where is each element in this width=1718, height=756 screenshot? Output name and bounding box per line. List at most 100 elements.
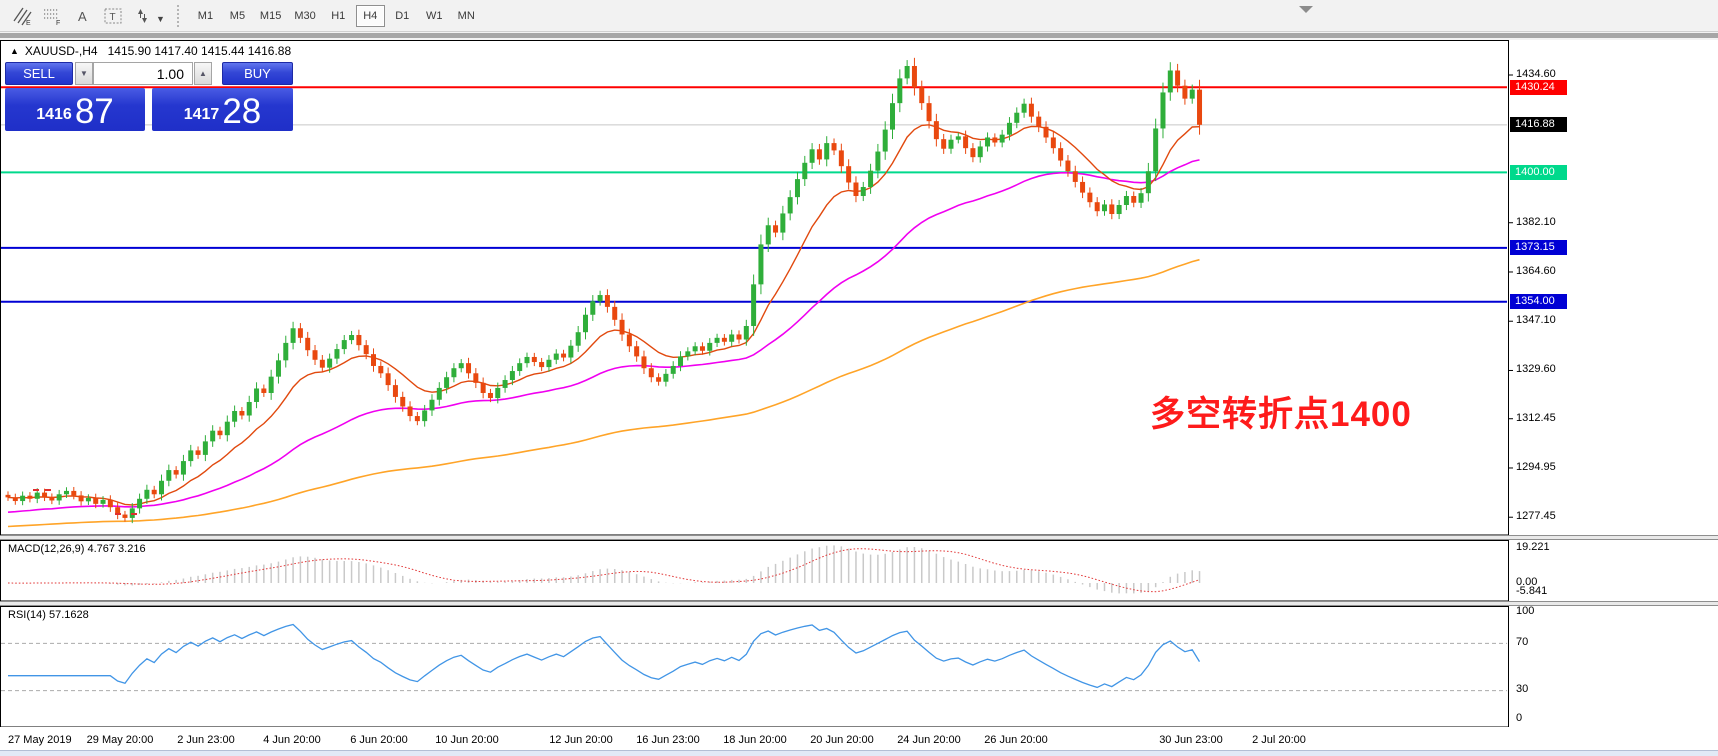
rsi-pane-border <box>0 606 1509 728</box>
candle-body <box>144 489 150 499</box>
candle-body <box>794 179 800 198</box>
candle-body <box>882 129 888 152</box>
toolbar-grip <box>176 4 181 27</box>
volume-increase-button[interactable]: ▲ <box>194 62 212 85</box>
candle-body <box>1116 205 1122 215</box>
sell-price-small: 1416 <box>36 106 72 123</box>
candle-body <box>137 498 143 509</box>
candle-body <box>802 162 808 180</box>
candle-body <box>217 430 223 436</box>
volume-input[interactable] <box>93 62 193 85</box>
buy-price-display[interactable]: 1417 28 <box>152 88 293 131</box>
timeframe-h1[interactable]: H1 <box>331 9 346 22</box>
arrows-tool-icon[interactable] <box>128 3 158 29</box>
time-label: 4 Jun 20:00 <box>263 734 321 746</box>
sell-price-display[interactable]: 1416 87 <box>5 88 145 131</box>
candle-body <box>736 334 742 340</box>
candle-body <box>502 380 508 388</box>
rsi-axis-label: 0 <box>1516 712 1523 724</box>
candle-body <box>305 337 311 351</box>
chart-hscrollbar[interactable] <box>0 32 1718 40</box>
chart-area <box>0 40 1718 756</box>
candle-body <box>1021 103 1027 113</box>
candle-body <box>875 151 881 171</box>
candle-body <box>268 376 274 393</box>
candle-body <box>1197 89 1203 125</box>
timeframe-m30[interactable]: M30 <box>294 9 316 22</box>
candle-body <box>495 387 501 399</box>
ohlc-readout: 1415.90 1417.40 1415.44 1416.88 <box>107 44 292 58</box>
candle-body <box>392 385 398 397</box>
candle-body <box>195 450 201 455</box>
candle-body <box>1160 92 1166 129</box>
candle-body <box>363 345 369 355</box>
candle-body <box>275 360 281 377</box>
timeframe-m5[interactable]: M5 <box>229 9 246 22</box>
pane-splitter-macd[interactable] <box>0 535 1718 540</box>
price-badge-1400.00: 1400.00 <box>1510 164 1567 180</box>
candle-body <box>765 225 771 245</box>
candle-body <box>846 166 852 183</box>
candle-body <box>487 392 493 399</box>
candle-body <box>648 368 654 378</box>
arrows-dropdown-caret[interactable]: ▼ <box>156 13 165 24</box>
candle-body <box>180 461 186 475</box>
rsi-axis-label: 30 <box>1516 683 1529 695</box>
timeframe-w1[interactable]: W1 <box>425 9 443 22</box>
candle-body <box>619 319 625 335</box>
volume-decrease-button[interactable]: ▼ <box>75 62 93 85</box>
candle-body <box>1123 196 1129 206</box>
price-tick-label: 1347.10 <box>1516 314 1556 327</box>
text-label-icon[interactable]: A <box>68 3 98 29</box>
candle-body <box>941 139 947 149</box>
timeframe-m15[interactable]: M15 <box>259 9 282 22</box>
candle-body <box>210 430 216 442</box>
chart-title: ▲ XAUUSD-,H4 1415.90 1417.40 1415.44 1416.… <box>10 44 291 58</box>
candle-body <box>743 326 749 340</box>
scroll-position-marker[interactable] <box>1299 6 1313 13</box>
time-label: 26 Jun 20:00 <box>984 734 1048 746</box>
candle-body <box>904 65 910 79</box>
indicators-channel-icon[interactable]: E <box>8 3 38 29</box>
candle-body <box>634 346 640 357</box>
candle-body <box>860 186 866 197</box>
candle-body <box>480 382 486 393</box>
candle-body <box>436 387 442 400</box>
buy-button[interactable]: BUY <box>222 62 293 85</box>
candle-body <box>1138 193 1144 203</box>
symbol-marker-icon: ▲ <box>10 46 19 56</box>
macd-label: MACD(12,26,9) 4.767 3.216 <box>8 543 146 555</box>
candle-body <box>334 349 340 359</box>
hscrollbar-track[interactable] <box>0 33 1718 38</box>
chart-canvas[interactable] <box>0 40 1718 756</box>
timeframe-mn[interactable]: MN <box>457 9 475 22</box>
pane-splitter-rsi[interactable] <box>0 601 1718 606</box>
candle-body <box>692 346 698 352</box>
candle-body <box>1080 181 1086 193</box>
time-axis: 27 May 2019 29 May 20:00 2 Jun 23:00 4 Jun … <box>0 727 1718 750</box>
sell-button[interactable]: SELL <box>5 62 73 85</box>
candle-body <box>444 377 450 388</box>
candle-body <box>297 328 303 338</box>
candle-body <box>787 197 793 214</box>
timeframe-m1[interactable]: M1 <box>197 9 214 22</box>
candle-body <box>670 365 676 374</box>
candle-body <box>824 143 830 160</box>
candle-body <box>378 365 384 374</box>
candle-body <box>429 399 435 411</box>
buy-price-small: 1417 <box>183 106 220 123</box>
price-badge-1416.88: 1416.88 <box>1510 117 1567 133</box>
fibonacci-icon[interactable]: F <box>38 3 68 29</box>
timeframe-h4[interactable]: H4 <box>355 4 385 27</box>
candle-body <box>773 225 779 233</box>
price-tick-label: 1364.60 <box>1516 264 1556 277</box>
candle-body <box>539 362 545 368</box>
candle-body <box>341 340 347 350</box>
symbol-period: XAUUSD-,H4 <box>24 44 98 58</box>
macd-signal-line <box>7 548 1200 593</box>
candle-body <box>1167 70 1173 93</box>
timeframe-d1[interactable]: D1 <box>395 9 410 22</box>
candle-body <box>107 499 113 508</box>
text-box-icon[interactable]: T <box>98 3 128 29</box>
candle-body <box>714 337 720 343</box>
